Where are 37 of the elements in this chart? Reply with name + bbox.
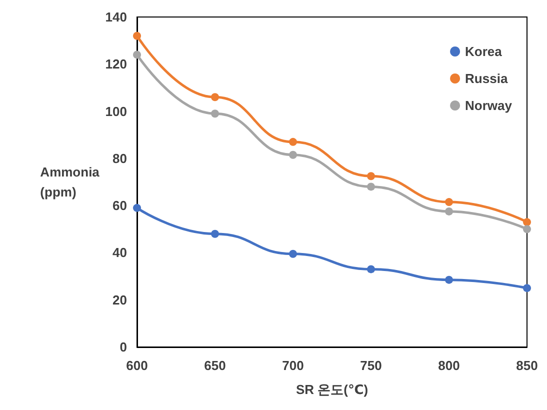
point	[133, 50, 141, 59]
point	[133, 32, 141, 40]
point	[523, 218, 531, 226]
point	[211, 230, 219, 238]
point	[523, 284, 531, 292]
x-tick-label: 750	[360, 358, 382, 373]
y-tick-label: 100	[105, 104, 127, 119]
legend-label: Norway	[465, 98, 513, 113]
legend-label: Korea	[465, 44, 503, 59]
point	[367, 265, 375, 274]
y-tick-label: 140	[105, 10, 127, 24]
point	[211, 110, 219, 118]
y-tick-label: 120	[105, 56, 127, 72]
y-tick-label: 60	[112, 198, 127, 214]
point	[367, 182, 375, 191]
point	[289, 250, 297, 258]
x-tick-label: 700	[282, 358, 304, 373]
y-tick-label: 80	[112, 150, 127, 166]
x-tick-label: 650	[204, 358, 226, 373]
y-tick-label: 0	[120, 340, 127, 354]
point	[445, 207, 453, 216]
point	[211, 93, 219, 102]
point	[289, 150, 297, 159]
point	[445, 276, 453, 284]
point	[133, 204, 141, 212]
x-tick-label: 600	[126, 358, 148, 373]
point	[445, 198, 453, 206]
point	[523, 225, 531, 234]
x-axis-title: SR 온도(℃)	[296, 382, 368, 397]
point	[367, 172, 375, 180]
legend-label: Russia	[465, 71, 508, 86]
x-tick-label: 850	[516, 358, 538, 373]
point	[289, 138, 297, 146]
y-tick-label: 40	[112, 245, 127, 260]
y-tick-label: 20	[112, 292, 127, 308]
y-axis-title: Ammonia (ppm)	[40, 164, 100, 200]
x-tick-label: 800	[438, 358, 460, 373]
